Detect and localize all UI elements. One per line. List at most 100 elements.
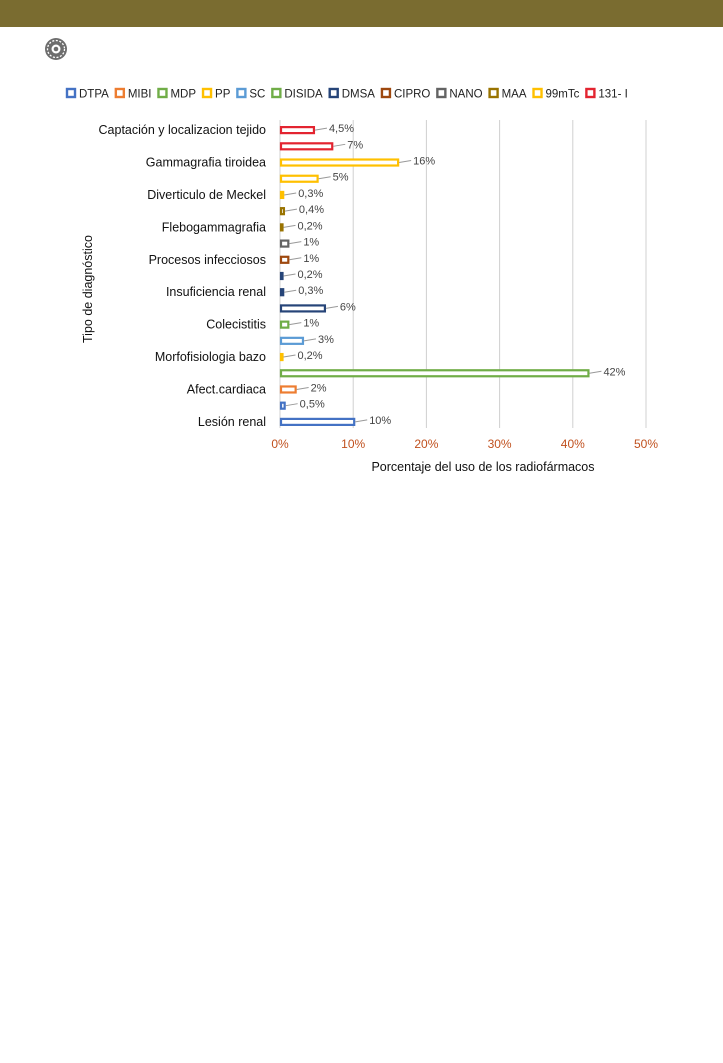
data-label-leader (284, 208, 298, 212)
data-label: 0,3% (298, 285, 323, 297)
data-label: 0,2% (298, 350, 323, 362)
data-label: 2% (311, 382, 327, 394)
data-label: 0,2% (298, 220, 323, 232)
y-axis-title: Tipo de diagnóstico (81, 235, 95, 343)
chart-legend: DTPA MIBI MDP PP SC DISIDA DMSA CIPRO NANO MAA 99m… (65, 87, 628, 101)
data-label-leader (289, 241, 302, 245)
category-labels: Captación y localizacion tejido Gammagraf… (99, 123, 267, 429)
legend-swatch (65, 87, 77, 99)
x-axis-ticks: 0% 10% 20% 30% 40% 50% (271, 437, 658, 451)
legend-swatch (271, 87, 282, 99)
bar (279, 126, 316, 135)
data-label-leader (283, 224, 296, 228)
data-label: 1% (303, 237, 319, 249)
bar (279, 239, 290, 248)
data-label-leader (355, 419, 368, 423)
legend-label: MIBI (128, 89, 152, 101)
data-label: 0,3% (298, 188, 323, 200)
legend-item: 99mTc (532, 87, 580, 101)
legend-label: DTPA (79, 89, 109, 101)
data-label: 1% (303, 253, 319, 265)
bar (279, 320, 290, 329)
legend-item: DISIDA (271, 87, 323, 101)
data-label: 6% (340, 301, 356, 313)
legend-item: DMSA (328, 87, 376, 101)
data-label: 7% (347, 139, 363, 151)
data-label: 5% (333, 172, 349, 184)
legend-swatch (236, 87, 247, 99)
data-label-leader (285, 403, 298, 407)
legend-item: 131- I (585, 87, 628, 101)
x-tick-label: 50% (634, 437, 658, 451)
category-label: Afect.cardiaca (187, 382, 266, 396)
legend-item: MDP (157, 87, 196, 101)
legend-swatch (488, 87, 499, 99)
category-label: Procesos infecciosos (149, 253, 266, 267)
category-label: Diverticulo de Meckel (147, 188, 266, 202)
data-label-leader (318, 176, 331, 180)
bar (279, 369, 590, 378)
bar (279, 288, 285, 297)
legend-item: PP (201, 87, 231, 101)
bar (279, 401, 286, 410)
gear-seal-icon (45, 38, 67, 60)
data-label-leader (283, 354, 296, 358)
bar (279, 352, 284, 362)
legend-label: 131- I (598, 89, 627, 101)
category-label: Insuficiencia renal (166, 285, 266, 299)
x-tick-label: 0% (271, 437, 289, 451)
category-label: Morfofisiologia bazo (155, 350, 266, 364)
data-label-leader (296, 386, 309, 390)
header-bar (0, 0, 723, 27)
legend-label: NANO (449, 89, 482, 101)
data-label: 0,4% (299, 204, 324, 216)
legend-label: DMSA (342, 89, 376, 101)
data-label-leader (589, 370, 602, 374)
bar (279, 304, 327, 313)
bar (279, 207, 286, 216)
bar (279, 158, 400, 167)
bar (279, 417, 356, 426)
bar-chart: DTPA MIBI MDP PP SC DISIDA DMSA CIPRO NANO MAA 99m… (65, 87, 658, 474)
data-label-leader (289, 257, 302, 261)
legend-swatch (328, 87, 339, 99)
bar (279, 223, 284, 232)
x-tick-label: 10% (341, 437, 365, 451)
legend-label: CIPRO (394, 89, 430, 101)
legend-item: MIBI (114, 87, 152, 101)
data-label: 3% (318, 334, 334, 346)
legend-label: DISIDA (284, 89, 323, 101)
data-label-leader (399, 160, 412, 164)
data-label: 0,2% (298, 269, 323, 281)
category-label: Lesión renal (198, 415, 266, 429)
data-label-leader (325, 305, 339, 309)
x-tick-label: 30% (488, 437, 512, 451)
x-axis-title: Porcentaje del uso de los radiofármacos (371, 460, 594, 474)
legend-swatch (157, 87, 168, 99)
data-label-leader (289, 322, 302, 326)
legend-label: SC (249, 89, 265, 101)
category-label: Colecistitis (206, 318, 266, 332)
legend-swatch (532, 87, 543, 99)
category-label: Flebogammagrafia (162, 220, 266, 234)
bar (279, 142, 334, 151)
bar (279, 336, 305, 345)
bar (279, 385, 297, 394)
legend-label: 99mTc (546, 89, 580, 101)
legend-swatch (201, 87, 213, 99)
bar (279, 255, 290, 264)
legend-label: MAA (502, 89, 527, 101)
data-label-leader (284, 192, 297, 196)
legend-swatch (436, 87, 447, 99)
legend-label: MDP (170, 89, 196, 101)
legend-item: MAA (488, 87, 527, 101)
data-label: 4,5% (329, 123, 354, 135)
legend-swatch (585, 87, 596, 99)
data-label: 16% (413, 156, 435, 168)
legend-swatch (380, 87, 392, 99)
data-label: 0,5% (300, 399, 325, 411)
legend-item: CIPRO (380, 87, 430, 101)
bar (279, 174, 319, 183)
legend-item: SC (236, 87, 265, 101)
bar (279, 271, 284, 281)
